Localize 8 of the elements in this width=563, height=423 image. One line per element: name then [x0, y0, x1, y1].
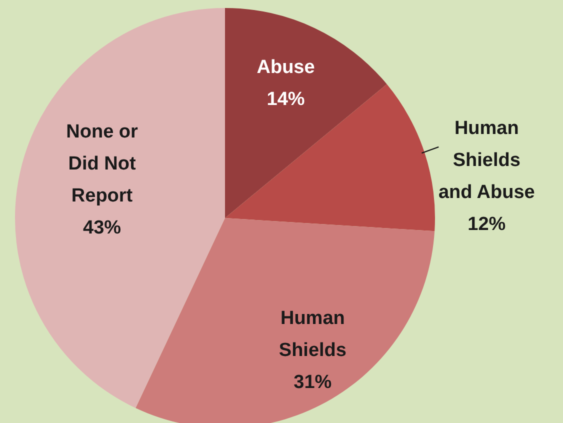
slice-label: Human Shields and Abuse — [438, 118, 535, 203]
data-label: 31% — [294, 372, 332, 393]
data-label: 12% — [468, 214, 506, 235]
slice-label: Abuse — [256, 56, 315, 78]
slice-label: None or Did Not Report — [66, 122, 139, 207]
data-label: 14% — [266, 88, 305, 110]
data-label: 43% — [83, 218, 122, 239]
slice-label: Human Shields — [278, 308, 346, 361]
